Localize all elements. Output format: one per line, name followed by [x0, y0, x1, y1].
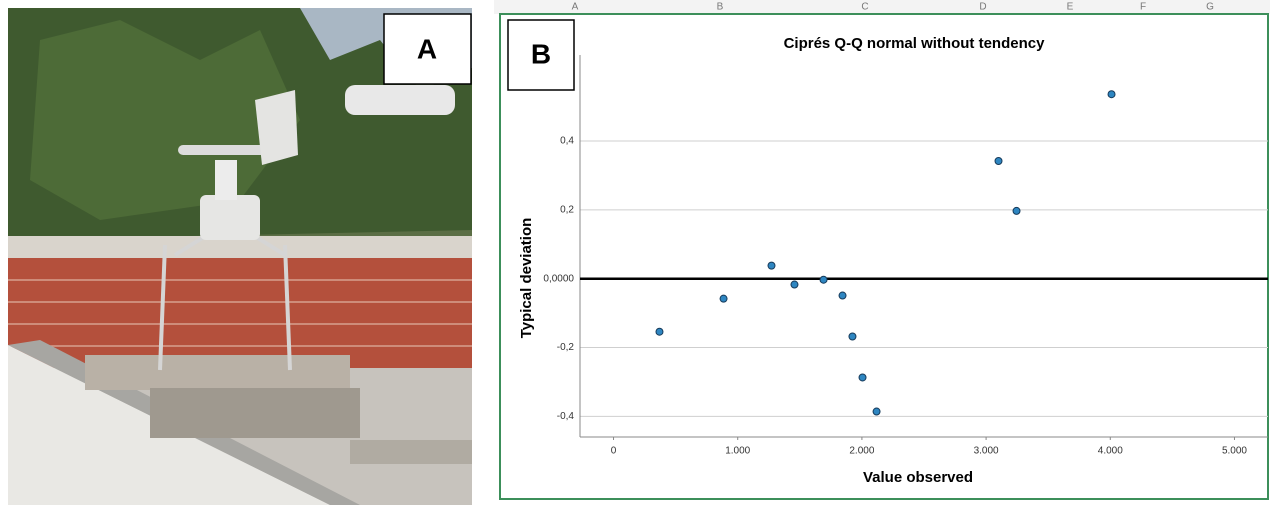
column-header: D — [979, 2, 986, 13]
column-header: E — [1067, 2, 1074, 13]
panel-box — [507, 19, 575, 91]
x-tick-label: 1.000 — [725, 446, 750, 457]
point — [858, 373, 867, 382]
panel-label: A — [417, 33, 437, 64]
point — [1012, 206, 1021, 215]
column-header: B — [717, 2, 724, 13]
y-tick-label: 0,0000 — [543, 273, 574, 284]
y-axis-label: Typical deviation — [518, 218, 535, 339]
x-tick-label: 4.000 — [1098, 446, 1123, 457]
point — [819, 275, 828, 284]
point — [655, 327, 664, 336]
point — [1107, 90, 1116, 99]
chart-title: Ciprés Q-Q normal without tendency — [784, 35, 1046, 52]
x-tick-label: 2.000 — [849, 446, 874, 457]
point — [767, 261, 776, 270]
y-tick-label: 0,4 — [560, 136, 574, 147]
column-header: C — [861, 2, 868, 13]
panel-label: B — [531, 38, 551, 69]
x-tick-label: 0 — [611, 446, 617, 457]
chart-frame — [499, 13, 1269, 500]
point — [994, 156, 1003, 165]
point — [848, 332, 857, 341]
y-tick-label: -0,2 — [557, 342, 575, 353]
spreadsheet-header — [494, 0, 1270, 14]
point — [790, 280, 799, 289]
column-header: A — [572, 2, 579, 13]
photo: A — [8, 8, 472, 505]
x-tick-label: 3.000 — [974, 446, 999, 457]
x-tick-label: 5.000 — [1222, 446, 1247, 457]
point — [872, 407, 881, 416]
point — [838, 291, 847, 300]
y-tick-label: 0,2 — [560, 205, 574, 216]
column-header: F — [1140, 2, 1146, 13]
x-axis-label: Value observed — [863, 469, 973, 486]
point — [719, 294, 728, 303]
y-tick-label: -0,4 — [557, 411, 575, 422]
column-header: G — [1206, 2, 1214, 13]
